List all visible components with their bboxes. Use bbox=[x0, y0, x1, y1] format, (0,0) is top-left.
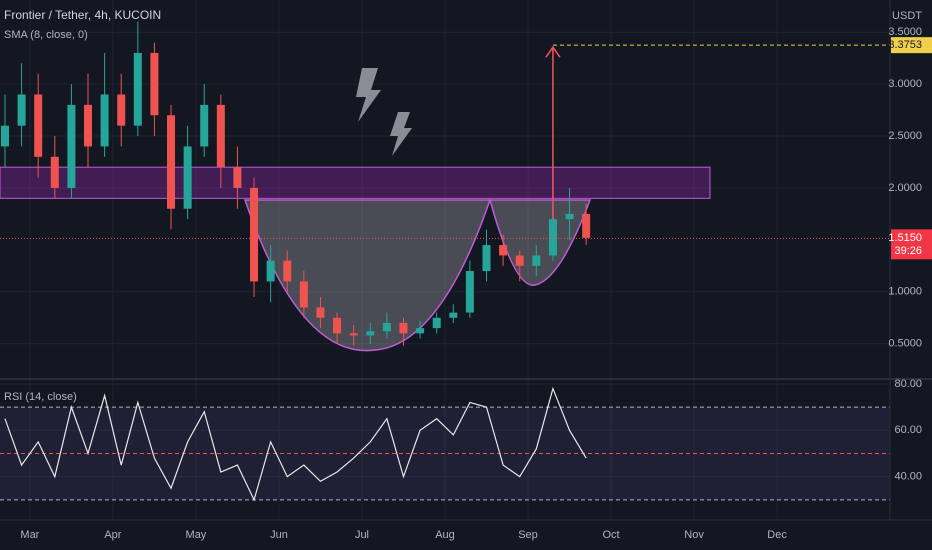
arrow-head bbox=[545, 45, 561, 58]
candle-body bbox=[366, 331, 375, 336]
target-box bbox=[891, 37, 932, 54]
x-tick-label: Mar bbox=[20, 529, 39, 541]
candle-body bbox=[465, 271, 474, 313]
candle-body bbox=[133, 52, 142, 126]
candle-body bbox=[250, 187, 259, 282]
candle-body bbox=[416, 328, 425, 334]
candle-body bbox=[216, 104, 225, 168]
lightning-icon bbox=[356, 68, 381, 122]
last-price-box bbox=[891, 229, 932, 260]
candle-body bbox=[582, 213, 591, 238]
candle-body bbox=[532, 255, 541, 266]
y-tick-label: 2.0000 bbox=[888, 182, 922, 194]
candle-body bbox=[150, 52, 159, 116]
candle-body bbox=[399, 322, 408, 334]
candle-body bbox=[266, 260, 275, 282]
x-tick-label: Aug bbox=[435, 529, 455, 541]
y-tick-label: 3.5000 bbox=[888, 26, 922, 38]
candle-body bbox=[565, 213, 574, 220]
candle-body bbox=[482, 245, 491, 272]
y-tick-label: 60.00 bbox=[894, 424, 922, 436]
grid bbox=[0, 0, 890, 520]
candle-body bbox=[548, 219, 557, 256]
candle-body bbox=[67, 104, 76, 188]
candle-body bbox=[17, 94, 26, 126]
y-tick-label: 2.5000 bbox=[888, 130, 922, 142]
resistance-zone bbox=[0, 166, 711, 199]
candle-body bbox=[0, 125, 9, 147]
candle-body bbox=[449, 312, 458, 318]
rsi-label: RSI (14, close) bbox=[4, 391, 77, 403]
cup bbox=[243, 199, 492, 352]
target-label: 3.3753 bbox=[888, 39, 922, 51]
x-tick-label: Jul bbox=[355, 529, 369, 541]
y-tick-label: 1.0000 bbox=[888, 286, 922, 298]
marks bbox=[0, 21, 890, 502]
candle-body bbox=[233, 167, 242, 188]
y-tick-label: 80.00 bbox=[894, 378, 922, 390]
candle-body bbox=[432, 317, 441, 329]
x-tick-label: May bbox=[186, 529, 207, 541]
indicator-label: SMA (8, close, 0) bbox=[4, 29, 88, 41]
candle-body bbox=[200, 104, 209, 147]
chart-title: Frontier / Tether, 4h, KUCOIN bbox=[4, 8, 161, 22]
candle-body bbox=[117, 94, 126, 126]
candle-body bbox=[84, 104, 93, 147]
lightning-icon bbox=[390, 112, 412, 156]
candle-body bbox=[34, 94, 43, 157]
candle-body bbox=[349, 333, 358, 336]
x-tick-label: Sep bbox=[518, 529, 538, 541]
x-tick-label: Jun bbox=[270, 529, 288, 541]
candle-body bbox=[515, 255, 524, 266]
candle-body bbox=[283, 260, 292, 282]
axis-unit: USDT bbox=[892, 10, 922, 22]
candle-body bbox=[183, 146, 192, 209]
x-tick-label: Nov bbox=[684, 529, 704, 541]
candle-body bbox=[100, 94, 109, 147]
x-tick-label: Dec bbox=[767, 529, 787, 541]
candle-body bbox=[382, 322, 391, 332]
last-price-label: 1.5150 bbox=[888, 232, 922, 244]
x-tick-label: Apr bbox=[104, 529, 121, 541]
rsi-line bbox=[4, 386, 587, 502]
y-tick-label: 3.0000 bbox=[888, 78, 922, 90]
candle-body bbox=[167, 115, 176, 209]
candle-body bbox=[316, 307, 325, 318]
y-tick-label: 40.00 bbox=[894, 471, 922, 483]
x-tick-label: Oct bbox=[602, 529, 619, 541]
candle-body bbox=[50, 156, 59, 188]
candle-body bbox=[299, 281, 308, 308]
y-tick-label: 0.5000 bbox=[888, 338, 922, 350]
countdown: 39:26 bbox=[894, 245, 922, 257]
candle-body bbox=[499, 245, 508, 256]
candle-body bbox=[333, 317, 342, 334]
